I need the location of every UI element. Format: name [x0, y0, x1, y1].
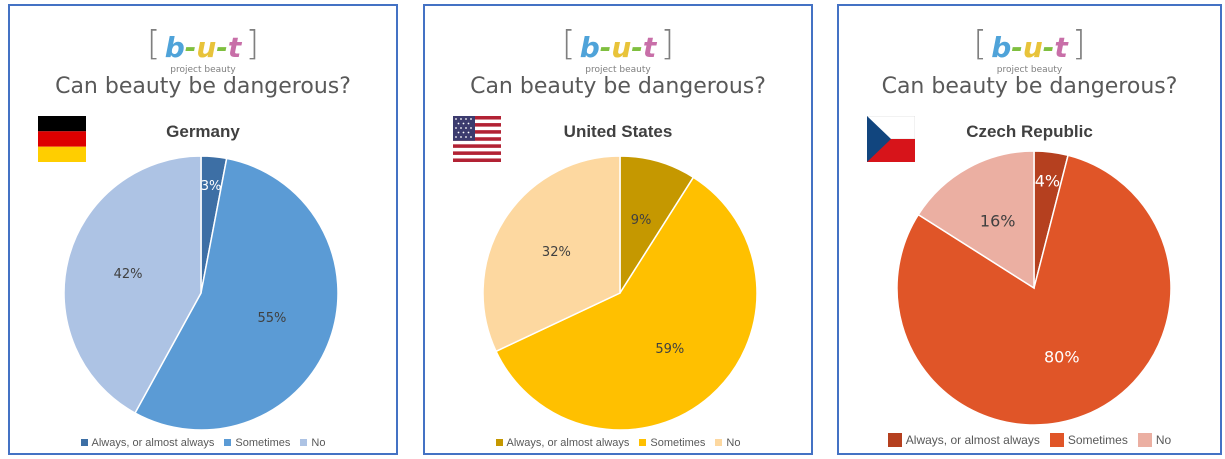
data-label-always-or-almost-always: 9%	[631, 213, 652, 228]
pie-chart-czech-republic: 4% 80% 16%	[896, 150, 1172, 426]
pie-slice-no	[917, 150, 1035, 290]
legend-swatch	[300, 439, 308, 446]
chart-title: Czech Republic	[966, 122, 1093, 141]
logo-wordmark: b-u-t project beauty	[164, 31, 242, 75]
logo-subtitle: project beauty	[585, 65, 651, 75]
legend-swatch	[639, 439, 647, 446]
legend-item-always-or-almost-always: Always, or almost always	[495, 437, 630, 449]
logo-bracket-close: ]	[660, 24, 675, 64]
pie-slice-no	[482, 155, 621, 353]
legend-swatch	[495, 439, 503, 446]
chart-title: United States	[563, 122, 673, 141]
usa-flag	[453, 116, 501, 162]
legend-item-sometimes: Sometimes	[224, 437, 290, 449]
data-label-always-or-almost-always: 4%	[1035, 171, 1060, 190]
pie-slice-sometimes	[133, 157, 339, 431]
legend-label: No	[1155, 433, 1172, 447]
chart-legend: Always, or almost always Sometimes No	[425, 437, 811, 449]
logo-bracket-open: [	[561, 24, 576, 64]
legend-item-always-or-almost-always: Always, or almost always	[887, 433, 1040, 447]
logo-subtitle: project beauty	[170, 65, 236, 75]
czech-flag	[867, 116, 915, 162]
legend-swatch	[715, 439, 723, 446]
data-label-no: 16%	[980, 211, 1016, 230]
legend-swatch	[1137, 433, 1152, 447]
logo-wordmark: b-u-t project beauty	[991, 31, 1068, 75]
pie-slice-no	[63, 155, 202, 415]
data-label-sometimes: 59%	[655, 342, 684, 357]
pie-slice-sometimes	[495, 176, 758, 431]
legend-label: No	[311, 437, 326, 449]
chart-question: Can beauty be dangerous?	[881, 74, 1178, 99]
legend-label: No	[726, 437, 741, 449]
logo-bracket-open: [	[973, 24, 987, 64]
data-label-always-or-almost-always: 3%	[201, 179, 222, 194]
data-label-sometimes: 80%	[1044, 348, 1080, 367]
chart-panel-united-states: [ b-u-t project beauty ] Can beauty be da…	[423, 4, 813, 455]
legend-label: Always, or almost always	[91, 437, 215, 449]
germany-flag	[38, 116, 86, 162]
chart-panel-germany: [ b-u-t project beauty ] Can beauty be da…	[8, 4, 398, 455]
chart-legend: Always, or almost always Sometimes No	[10, 437, 396, 449]
logo-bracket-open: [	[146, 24, 161, 64]
logo-subtitle: project beauty	[996, 65, 1063, 75]
pie-slice-sometimes	[896, 154, 1172, 426]
logo-bracket-close: ]	[1072, 24, 1086, 64]
brand-logo: [ b-u-t project beauty ]	[839, 24, 1220, 75]
legend-item-sometimes: Sometimes	[1049, 433, 1128, 447]
brand-logo: [ b-u-t project beauty ]	[425, 24, 811, 75]
data-label-no: 32%	[542, 245, 571, 260]
data-label-sometimes: 55%	[257, 311, 286, 326]
legend-item-no: No	[300, 437, 325, 449]
legend-swatch	[887, 433, 902, 447]
brand-logo: [ b-u-t project beauty ]	[10, 24, 396, 75]
logo-wordmark: b-u-t project beauty	[579, 31, 657, 75]
legend-item-no: No	[715, 437, 740, 449]
legend-swatch	[224, 439, 232, 446]
chart-question: Can beauty be dangerous?	[55, 74, 351, 99]
pie-chart-united-states: 9% 59% 32%	[482, 155, 758, 431]
legend-swatch	[80, 439, 88, 446]
chart-panel-czech-republic: [ b-u-t project beauty ] Can beauty be da…	[837, 4, 1222, 455]
legend-item-always-or-almost-always: Always, or almost always	[80, 437, 215, 449]
legend-label: Sometimes	[1067, 433, 1128, 447]
legend-swatch	[1049, 433, 1064, 447]
legend-item-no: No	[1137, 433, 1172, 447]
chart-question: Can beauty be dangerous?	[470, 74, 766, 99]
legend-label: Always, or almost always	[905, 433, 1040, 447]
chart-title: Germany	[166, 122, 240, 141]
logo-bracket-close: ]	[245, 24, 260, 64]
data-label-no: 42%	[114, 267, 143, 282]
legend-label: Sometimes	[650, 437, 706, 449]
legend-item-sometimes: Sometimes	[639, 437, 705, 449]
pie-chart-germany: 3% 55% 42%	[63, 155, 339, 431]
chart-legend: Always, or almost always Sometimes No	[839, 433, 1220, 447]
legend-label: Sometimes	[235, 437, 291, 449]
legend-label: Always, or almost always	[506, 437, 630, 449]
